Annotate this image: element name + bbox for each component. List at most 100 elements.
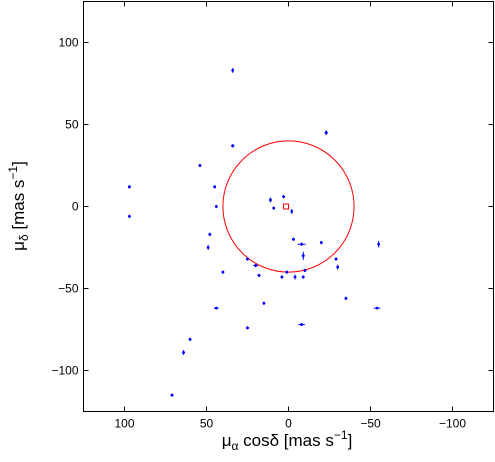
- x-tick-label: 100: [114, 417, 134, 431]
- data-point: [298, 323, 305, 326]
- point-marker: [128, 214, 131, 218]
- point-marker: [231, 144, 235, 148]
- data-point: [292, 237, 295, 241]
- data-point: [293, 274, 297, 280]
- point-marker: [188, 337, 192, 341]
- x-tick-label: −50: [360, 417, 381, 431]
- data-point: [128, 185, 131, 189]
- point-marker: [214, 205, 218, 208]
- point-marker: [206, 246, 210, 249]
- data-point: [188, 337, 192, 341]
- data-point: [257, 273, 261, 278]
- y-tick-label: 50: [65, 118, 79, 132]
- data-point: [170, 393, 174, 397]
- data-point: [262, 301, 266, 305]
- point-marker: [128, 185, 131, 189]
- point-marker: [301, 275, 305, 279]
- data-point: [377, 240, 381, 248]
- point-marker: [377, 242, 381, 246]
- point-marker: [336, 265, 340, 269]
- x-tick-label: 50: [200, 417, 214, 431]
- point-marker: [198, 164, 202, 167]
- point-marker: [290, 210, 294, 213]
- point-marker: [257, 273, 261, 277]
- data-point: [246, 257, 249, 261]
- y-label-text: [mas s: [9, 180, 28, 235]
- axis-ticks: 100 50 0 −50 −100 −100 −50 0 50 100: [51, 1, 494, 431]
- x-tick-label: 0: [285, 417, 292, 431]
- data-point: [269, 197, 272, 203]
- data-point: [285, 270, 289, 274]
- y-label-subscript: δ: [17, 234, 31, 241]
- data-point: [324, 130, 328, 136]
- x-label-end: ]: [348, 431, 353, 450]
- data-point: [208, 232, 212, 237]
- data-point: [336, 264, 340, 270]
- point-marker: [344, 296, 348, 300]
- point-marker: [231, 68, 235, 72]
- data-point: [290, 208, 294, 214]
- y-tick-label: 100: [58, 36, 78, 50]
- x-label-mu: μ: [222, 431, 232, 450]
- point-marker: [170, 393, 174, 397]
- data-point: [128, 214, 131, 218]
- y-axis-label: μδ [mas s−1]: [6, 161, 31, 251]
- point-marker: [221, 270, 225, 274]
- data-point: [303, 268, 307, 273]
- point-marker: [334, 257, 338, 261]
- x-label-exponent: −1: [334, 428, 348, 442]
- data-point: [182, 350, 185, 355]
- y-label-mu: μ: [9, 241, 28, 251]
- data-point: [231, 67, 235, 73]
- point-marker: [214, 306, 218, 310]
- point-marker: [300, 323, 304, 326]
- point-marker: [246, 257, 249, 261]
- x-axis-label: μα cosδ [mas s−1]: [222, 428, 353, 453]
- data-point: [301, 275, 305, 279]
- point-marker: [269, 198, 272, 202]
- data-point: [319, 240, 323, 245]
- x-label-text: cosδ [mas s: [238, 431, 333, 450]
- y-label-exponent: −1: [6, 166, 20, 180]
- data-point: [280, 275, 284, 279]
- point-marker: [208, 232, 212, 236]
- data-point: [198, 163, 202, 168]
- y-tick-label: −100: [51, 364, 78, 378]
- x-label-subscript: α: [232, 439, 239, 453]
- data-point: [373, 306, 381, 310]
- point-marker: [324, 131, 328, 135]
- point-marker: [375, 306, 379, 310]
- point-marker: [292, 237, 295, 241]
- point-marker: [301, 254, 305, 258]
- data-point: [213, 306, 219, 310]
- point-marker: [303, 269, 307, 272]
- point-marker: [213, 185, 217, 189]
- data-point: [297, 242, 306, 246]
- data-point: [206, 245, 210, 250]
- data-point: [214, 204, 218, 209]
- point-marker: [282, 195, 285, 199]
- point-marker: [262, 301, 266, 305]
- data-point: [301, 251, 305, 260]
- data-point: [231, 144, 235, 148]
- data-marks: [128, 67, 381, 397]
- point-marker: [246, 326, 249, 330]
- point-marker: [272, 206, 276, 210]
- y-tick-label: 0: [72, 200, 79, 214]
- center-marker: [283, 203, 290, 210]
- point-marker: [182, 351, 185, 354]
- y-tick-label: −50: [58, 282, 79, 296]
- point-marker: [254, 264, 258, 267]
- data-point: [272, 206, 276, 210]
- point-marker: [280, 275, 284, 279]
- data-point: [221, 270, 225, 274]
- y-label-end: ]: [9, 161, 28, 166]
- point-marker: [293, 275, 297, 279]
- point-marker: [285, 270, 289, 274]
- reference-circle: [222, 140, 355, 273]
- point-marker: [300, 242, 304, 246]
- data-point: [213, 185, 217, 189]
- data-point: [334, 257, 338, 261]
